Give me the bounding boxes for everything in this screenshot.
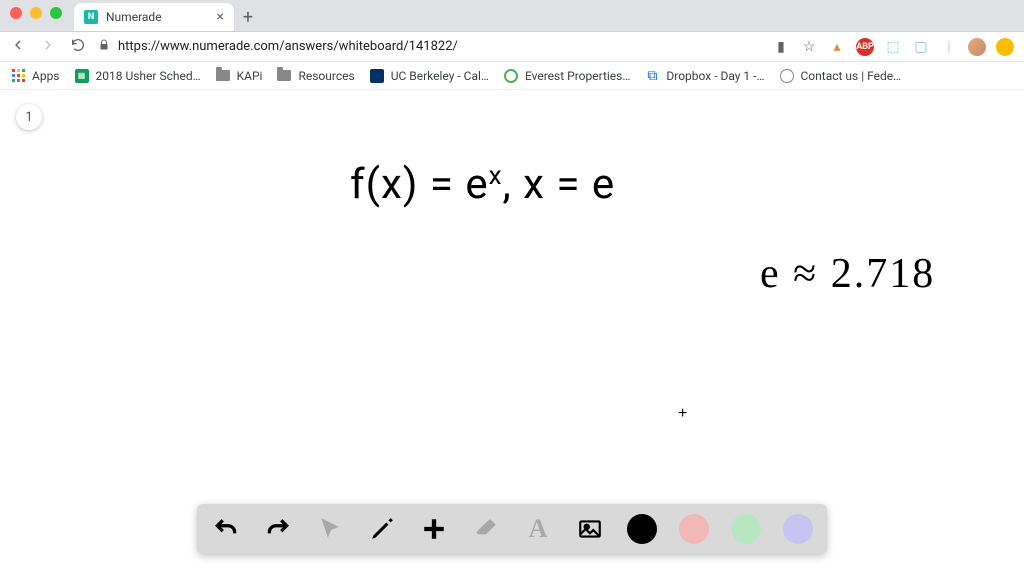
crosshair-cursor-icon: + [678,405,687,423]
globe-icon [779,68,795,84]
cursor-tool-button[interactable] [315,514,345,544]
add-tool-button[interactable] [419,514,449,544]
browser-titlebar: N Numerade × + [0,0,1024,32]
bookmark-label: Everest Properties… [525,69,630,83]
text-tool-button[interactable]: A [523,514,553,544]
minimize-window-button[interactable] [30,7,42,19]
dropbox-icon: ⧉ [644,68,660,84]
bookmark-item[interactable]: ⧉ Dropbox - Day 1 -… [644,68,764,84]
everest-icon [503,68,519,84]
extension-icon[interactable]: ▴ [828,38,846,56]
profile2-avatar-icon[interactable] [996,38,1014,56]
bookmark-label: 2018 Usher Sched… [96,69,201,83]
bookmark-item[interactable]: Everest Properties… [503,68,630,84]
window-controls [8,0,68,31]
apps-label: Apps [32,69,60,83]
tab-close-icon[interactable]: × [217,10,224,24]
bookmarks-bar: Apps ▦ 2018 Usher Sched… KAPi Resources … [0,62,1024,90]
image-tool-button[interactable] [575,514,605,544]
bookmark-item[interactable]: Resources [276,68,354,84]
apps-icon [10,68,26,84]
browser-address-bar: https://www.numerade.com/answers/whitebo… [0,32,1024,62]
lock-icon [98,38,110,56]
handwriting-equation-main: f(x) = ex, x = e [350,160,615,209]
redo-button[interactable] [263,514,293,544]
maximize-window-button[interactable] [50,7,62,19]
color-swatch-pink[interactable] [679,514,709,544]
folder-icon [215,68,231,84]
color-swatch-black[interactable] [627,514,657,544]
bookmark-item[interactable]: UC Berkeley - Cal… [369,68,489,84]
bookmark-item[interactable]: ▦ 2018 Usher Sched… [74,68,201,84]
berkeley-icon [369,68,385,84]
cast-icon[interactable]: ▢ [912,38,930,56]
color-swatch-green[interactable] [731,514,761,544]
page-number-badge[interactable]: 1 [16,104,42,130]
forward-button[interactable] [40,37,56,57]
color-swatch-purple[interactable] [783,514,813,544]
bookmark-label: Contact us | Fede… [801,69,902,83]
bookmark-item[interactable]: Contact us | Fede… [779,68,902,84]
addressbar-right-icons: ▮ ☆ ▴ ABP ⬚ ▢ | [772,38,1014,56]
url-box[interactable]: https://www.numerade.com/answers/whitebo… [98,38,760,56]
handwriting-equation-side: e ≈ 2.718 [760,250,935,298]
camera-icon[interactable]: ▮ [772,38,790,56]
bookmark-star-icon[interactable]: ☆ [800,38,818,56]
new-tab-button[interactable]: + [234,3,262,31]
nav-buttons [10,37,86,57]
bookmark-item[interactable]: KAPi [215,68,263,84]
browser-tab[interactable]: N Numerade × [74,3,234,31]
pencil-tool-button[interactable] [367,514,397,544]
sheets-icon: ▦ [74,68,90,84]
extension2-icon[interactable]: ⬚ [884,38,902,56]
close-window-button[interactable] [10,7,22,19]
folder-icon [276,68,292,84]
reload-button[interactable] [70,37,86,57]
tab-title: Numerade [106,10,162,24]
bookmark-label: Resources [298,69,354,83]
profile-avatar-icon[interactable] [968,38,986,56]
tab-favicon-icon: N [84,10,98,24]
url-text: https://www.numerade.com/answers/whitebo… [118,39,458,54]
bookmark-label: KAPi [237,69,263,83]
divider: | [940,38,958,56]
undo-button[interactable] [211,514,241,544]
bookmark-label: UC Berkeley - Cal… [391,69,489,83]
apps-bookmark[interactable]: Apps [10,68,60,84]
back-button[interactable] [10,37,26,57]
adblock-icon[interactable]: ABP [856,38,874,56]
whiteboard-canvas[interactable]: 1 f(x) = ex, x = e e ≈ 2.718 + A [0,90,1024,572]
bookmark-label: Dropbox - Day 1 -… [666,69,764,83]
whiteboard-toolbar: A [197,504,827,554]
eraser-tool-button[interactable] [471,514,501,544]
